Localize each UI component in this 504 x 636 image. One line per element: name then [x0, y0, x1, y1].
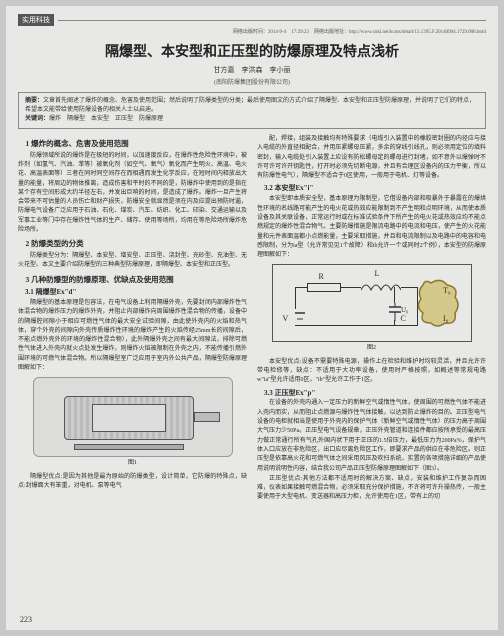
- paragraph: 隔爆型优点:是因为其他是最为原始的防爆类型，设计简单，它防爆的特殊点，缺点:封爆…: [18, 473, 247, 492]
- wire: [295, 325, 395, 326]
- label-U0: U₀: [401, 305, 409, 316]
- wire: [394, 287, 395, 303]
- abstract-box: 摘要：文章首先阐述了爆炸的概念、危害及使用范围；然后说明了防爆类型的分类；最后使…: [18, 92, 486, 129]
- battery: [295, 307, 305, 333]
- paragraph: 隔爆型的基本原理是包容法，在电气设备上利用隔爆外壳，先要封闭内部爆炸性气体混合物…: [18, 299, 247, 373]
- svg-text:T₀: T₀: [443, 286, 451, 295]
- paragraph: 正压型优点:其他方法都不适用时的解决方案、缺点，安装和维护工作复杂而困难，仪表如…: [257, 475, 486, 503]
- motor-inner: [92, 404, 166, 432]
- heading-2: 2 防爆类型的分类: [18, 238, 247, 250]
- paragraph: 在设备的外壳内通入一定压力的新鲜空气或惰性气体，使周围的可燃性气体不能进入壳内而…: [257, 399, 486, 473]
- abstract-label: 摘要：: [25, 98, 43, 104]
- affiliation: (南阳防爆集团股份有限公司): [18, 77, 486, 86]
- abstract-text: 文章首先阐述了爆炸的概念、危害及使用范围；然后说明了防爆类型的分类；最后使用图文…: [25, 98, 475, 113]
- figure-1-diagram: [33, 377, 233, 457]
- inductor: [361, 280, 401, 292]
- svg-text:I₀: I₀: [443, 314, 449, 323]
- keywords-label: 关键词：: [25, 116, 49, 122]
- header-rule: [58, 20, 486, 21]
- resistor: [307, 283, 341, 292]
- figure-2-caption: 图2: [257, 344, 486, 353]
- capacitor: [389, 303, 401, 325]
- paragraph: 防爆领域所说的爆炸是在极短的时间，以加速度反应，在爆炸性危险性环境中，被炸剂（如…: [18, 152, 247, 236]
- header-bar: 实用科技: [18, 14, 486, 26]
- paragraph: 本安型即本质安全型，基本原理为限制型，它借设备内部和吸暴外于暴露在的爆烘性环境的…: [257, 195, 486, 260]
- meta-line: 网络出版时间：2014-9-4 17:29:23 网络出版地址：http://w…: [18, 28, 486, 35]
- page-number: 223: [20, 615, 32, 624]
- label-V: V: [283, 313, 289, 325]
- motor-shaft: [194, 412, 220, 422]
- keywords-text: 爆炸 隔爆型 本安型 正压型 防爆原理: [49, 116, 163, 122]
- motor-base: [74, 444, 184, 450]
- wire: [341, 287, 361, 288]
- paragraph: 配，焊接，组装及接触均有特殊要求（电缆引入装置中的橡胶密封圈的内径应与接入电缆的…: [257, 135, 486, 181]
- hazard-cloud-icon: T₀ I₀: [415, 277, 461, 329]
- wire: [295, 287, 307, 288]
- article-title: 隔爆型、本安型和正压型的防爆原理及特点浅析: [18, 41, 486, 61]
- heading-33: 3.3 正压型Ex"p": [257, 388, 486, 399]
- right-column: 配，焊接，组装及接触均有特殊要求（电缆引入装置中的橡胶密封圈的内径应与接入电缆的…: [257, 135, 486, 504]
- figure-2-circuit: T₀I₀ R L C V U₀: [272, 264, 472, 342]
- heading-3: 3 几种防爆型的防爆原理、优缺点及使用范围: [18, 274, 247, 286]
- body-columns: 1 爆炸的概念、危害及使用范围 防爆领域所说的爆炸是在极短的时间，以加速度反应，…: [18, 135, 486, 504]
- heading-32: 3.2 本安型Ex"i": [257, 183, 486, 194]
- paragraph: 本安型优点:设备不需要特殊电源，操作上在检验和维护时均较灵活，并且允许许带电检修…: [257, 358, 486, 386]
- heading-31: 3.1 隔爆型Ex"d": [18, 287, 247, 298]
- label-R: R: [319, 271, 324, 283]
- figure-1-caption: 图1: [18, 459, 247, 468]
- figure-1: 图1: [18, 377, 247, 468]
- wire: [295, 287, 296, 309]
- section-tag: 实用科技: [18, 14, 54, 26]
- heading-1: 1 爆炸的概念、危害及使用范围: [18, 138, 247, 150]
- figure-2: T₀I₀ R L C V U₀ 图2: [257, 264, 486, 353]
- left-column: 1 爆炸的概念、危害及使用范围 防爆领域所说的爆炸是在极短的时间，以加速度反应，…: [18, 135, 247, 504]
- authors: 甘方嘉 李洪森 李小丽: [18, 65, 486, 75]
- label-L: L: [375, 268, 380, 280]
- paragraph: 防爆类型分为：隔爆型、本安型、增安型、正压型、浇封型、充砂型、充油型、无火花型、…: [18, 252, 247, 271]
